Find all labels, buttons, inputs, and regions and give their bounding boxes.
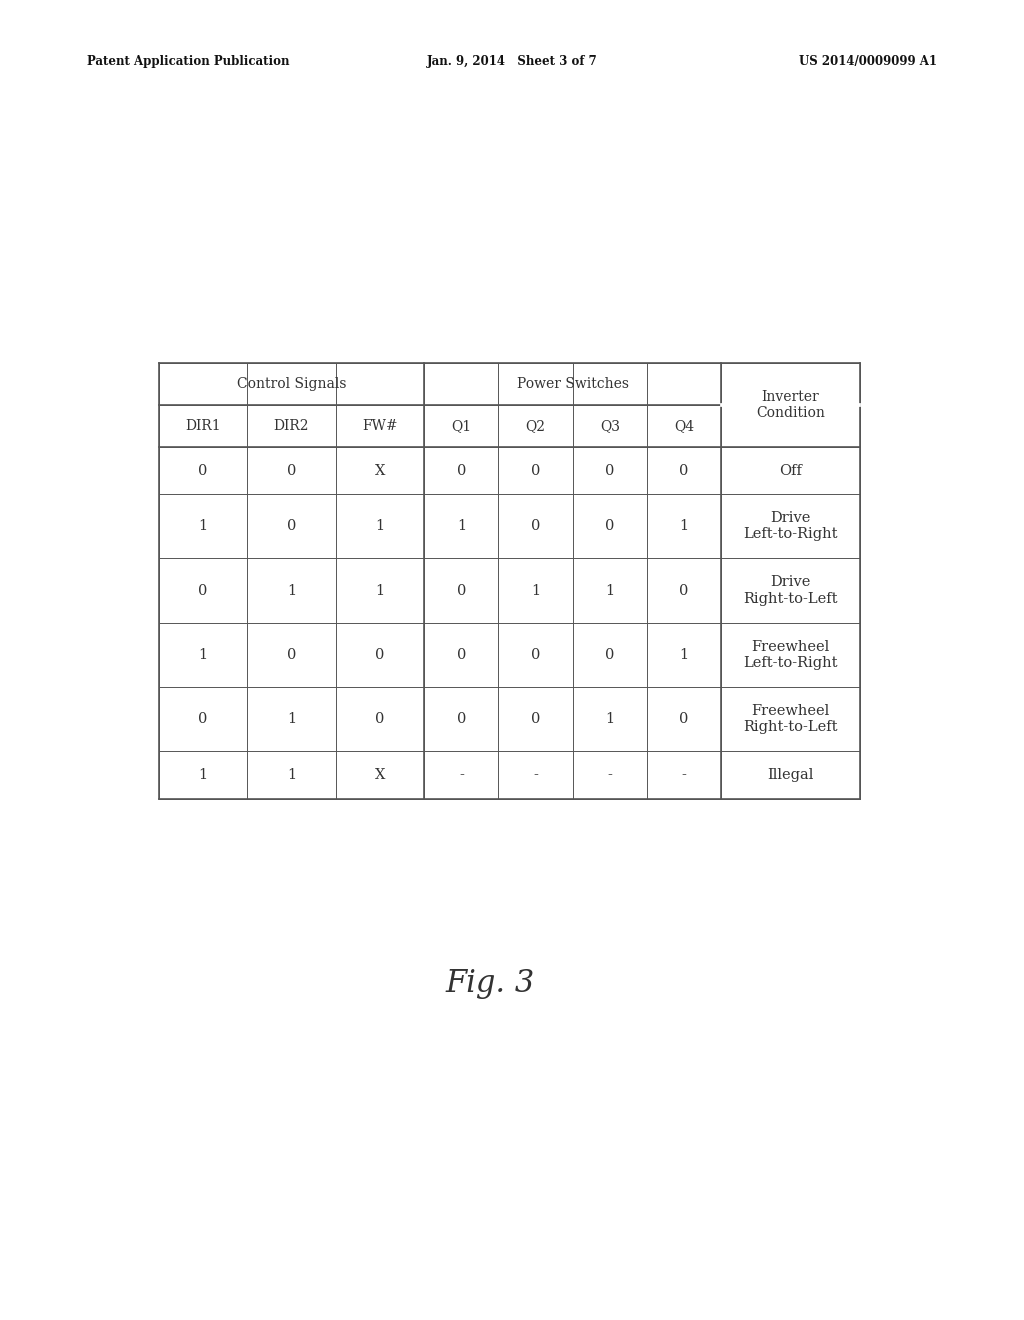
Text: 1: 1 — [605, 583, 614, 598]
Text: 0: 0 — [199, 463, 208, 478]
Text: Power Switches: Power Switches — [517, 378, 629, 391]
Text: Fig. 3: Fig. 3 — [445, 968, 535, 999]
Text: Drive
Left-to-Right: Drive Left-to-Right — [743, 511, 838, 541]
Text: 0: 0 — [530, 648, 541, 661]
Text: 0: 0 — [287, 648, 296, 661]
Text: US 2014/0009099 A1: US 2014/0009099 A1 — [799, 55, 937, 69]
Text: X: X — [375, 768, 385, 781]
Text: 0: 0 — [605, 463, 614, 478]
Text: Illegal: Illegal — [767, 768, 814, 781]
Text: 0: 0 — [679, 583, 689, 598]
Text: 0: 0 — [605, 519, 614, 533]
Text: 1: 1 — [457, 519, 466, 533]
Text: Freewheel
Left-to-Right: Freewheel Left-to-Right — [743, 640, 838, 669]
Text: Q2: Q2 — [525, 418, 546, 433]
Text: DIR2: DIR2 — [273, 418, 309, 433]
Text: 1: 1 — [679, 519, 688, 533]
Text: 1: 1 — [199, 648, 208, 661]
Text: 0: 0 — [376, 711, 385, 726]
Text: 0: 0 — [457, 711, 466, 726]
Text: Control Signals: Control Signals — [237, 378, 346, 391]
Text: 1: 1 — [199, 768, 208, 781]
Text: 1: 1 — [287, 768, 296, 781]
Text: 1: 1 — [287, 583, 296, 598]
Text: -: - — [534, 768, 538, 781]
Text: 0: 0 — [530, 519, 541, 533]
Text: 1: 1 — [679, 648, 688, 661]
Text: Jan. 9, 2014   Sheet 3 of 7: Jan. 9, 2014 Sheet 3 of 7 — [427, 55, 597, 69]
Text: 0: 0 — [530, 711, 541, 726]
Text: 0: 0 — [457, 648, 466, 661]
Text: Q1: Q1 — [452, 418, 471, 433]
Text: Patent Application Publication: Patent Application Publication — [87, 55, 290, 69]
Text: X: X — [375, 463, 385, 478]
Text: Drive
Right-to-Left: Drive Right-to-Left — [743, 576, 838, 606]
Text: Off: Off — [779, 463, 802, 478]
Text: 0: 0 — [199, 583, 208, 598]
Text: Q3: Q3 — [600, 418, 620, 433]
Text: 0: 0 — [605, 648, 614, 661]
Text: Freewheel
Right-to-Left: Freewheel Right-to-Left — [743, 704, 838, 734]
Text: -: - — [459, 768, 464, 781]
Text: 0: 0 — [287, 519, 296, 533]
Text: 0: 0 — [457, 583, 466, 598]
Text: DIR1: DIR1 — [185, 418, 221, 433]
Text: 1: 1 — [376, 583, 385, 598]
Text: Q4: Q4 — [674, 418, 694, 433]
Text: 1: 1 — [199, 519, 208, 533]
Text: -: - — [682, 768, 686, 781]
Text: 1: 1 — [531, 583, 540, 598]
Text: 0: 0 — [287, 463, 296, 478]
Text: 1: 1 — [376, 519, 385, 533]
Text: 0: 0 — [199, 711, 208, 726]
Text: -: - — [607, 768, 612, 781]
Text: FW#: FW# — [362, 418, 398, 433]
Text: 0: 0 — [376, 648, 385, 661]
Text: 0: 0 — [530, 463, 541, 478]
Text: 0: 0 — [679, 463, 689, 478]
Text: 1: 1 — [605, 711, 614, 726]
Text: Inverter
Condition: Inverter Condition — [756, 389, 825, 420]
Text: 0: 0 — [679, 711, 689, 726]
Text: 0: 0 — [457, 463, 466, 478]
Text: 1: 1 — [287, 711, 296, 726]
